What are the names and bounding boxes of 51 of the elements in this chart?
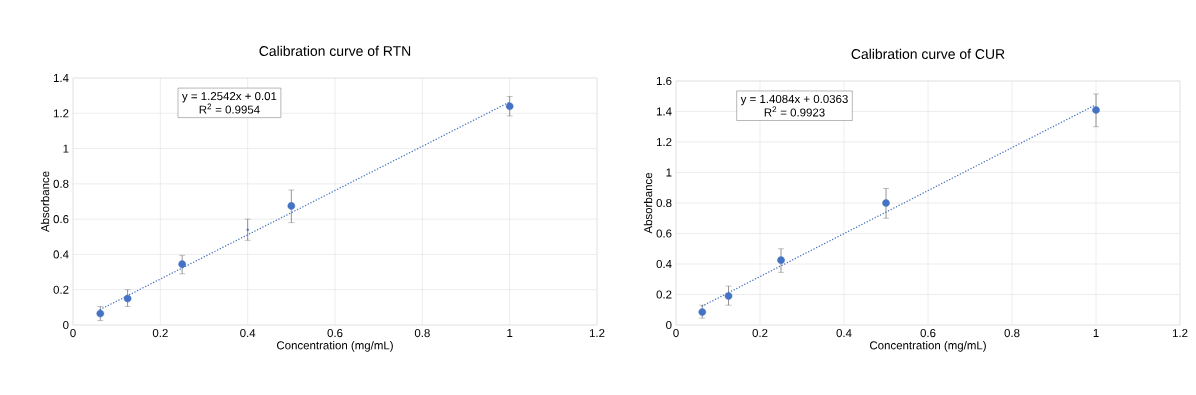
x-tick-label: 0.6 bbox=[920, 329, 936, 338]
y-tick-label: 0.8 bbox=[53, 179, 69, 188]
y-tick-label: 1.4 bbox=[656, 107, 672, 116]
y-tick-label: 0 bbox=[63, 320, 69, 330]
y-tick-label: 1 bbox=[666, 168, 672, 177]
point bbox=[882, 199, 890, 207]
y-tick-label: 0.4 bbox=[656, 259, 672, 269]
x-tick-label: 0.2 bbox=[752, 329, 768, 338]
point bbox=[96, 309, 105, 318]
x-tick-label: 1.2 bbox=[589, 329, 605, 338]
x-axis-title: Concentration (mg/mL) bbox=[277, 340, 393, 352]
x-tick-label: 1 bbox=[1093, 329, 1099, 337]
x-tick-label: 0.4 bbox=[836, 329, 852, 338]
y-tick-label: 0.2 bbox=[656, 290, 672, 299]
chart-title: Calibration curve of CUR bbox=[851, 48, 1005, 60]
point bbox=[123, 294, 132, 303]
point bbox=[178, 260, 186, 268]
y-tick-label: 1 bbox=[63, 144, 69, 153]
point bbox=[724, 292, 733, 300]
y-axis-title: Absorbance bbox=[40, 171, 50, 233]
point bbox=[777, 256, 785, 264]
x-tick-label: 1.2 bbox=[1172, 329, 1188, 338]
y-tick-label: 1.4 bbox=[53, 74, 69, 82]
point bbox=[1092, 106, 1100, 114]
y-tick-label: 0.4 bbox=[53, 250, 69, 259]
x-tick-label: 0.8 bbox=[414, 329, 430, 338]
x-tick-label: 0.8 bbox=[1004, 329, 1020, 338]
x-tick-label: 0.2 bbox=[152, 329, 168, 338]
y-tick-label: 0.2 bbox=[53, 285, 69, 294]
chart-title: Calibration curve of RTN bbox=[259, 45, 411, 57]
point bbox=[287, 202, 296, 210]
y-tick-label: 0 bbox=[666, 320, 672, 330]
x-tick-label: 0.6 bbox=[327, 329, 343, 338]
annotation: y = 1.4084x + 0.0363 bbox=[740, 94, 848, 106]
x-tick-label: 0 bbox=[673, 329, 679, 338]
x-tick-label: 1 bbox=[507, 329, 513, 337]
y-tick-label: 0.6 bbox=[53, 215, 69, 224]
x-tick-label: 0.4 bbox=[240, 329, 256, 338]
y-tick-label: 0.8 bbox=[656, 198, 672, 208]
point bbox=[505, 102, 514, 111]
y-tick-label: 1.2 bbox=[53, 109, 69, 118]
annotation: R$^{2}$ = 0.9923 bbox=[764, 106, 825, 117]
annotation: y = 1.2542x + 0.01 bbox=[182, 92, 277, 103]
y-tick-label: 1.2 bbox=[656, 138, 672, 146]
point bbox=[698, 308, 707, 316]
y-tick-label: 0.6 bbox=[656, 229, 672, 238]
x-axis-title: Concentration (mg/mL) bbox=[870, 340, 986, 352]
annotation: R$^{2}$ = 0.9954 bbox=[199, 103, 260, 114]
y-tick-label: 1.6 bbox=[656, 76, 672, 86]
y-axis-title: Absorbance bbox=[643, 172, 653, 234]
x-tick-label: 0 bbox=[70, 329, 76, 338]
